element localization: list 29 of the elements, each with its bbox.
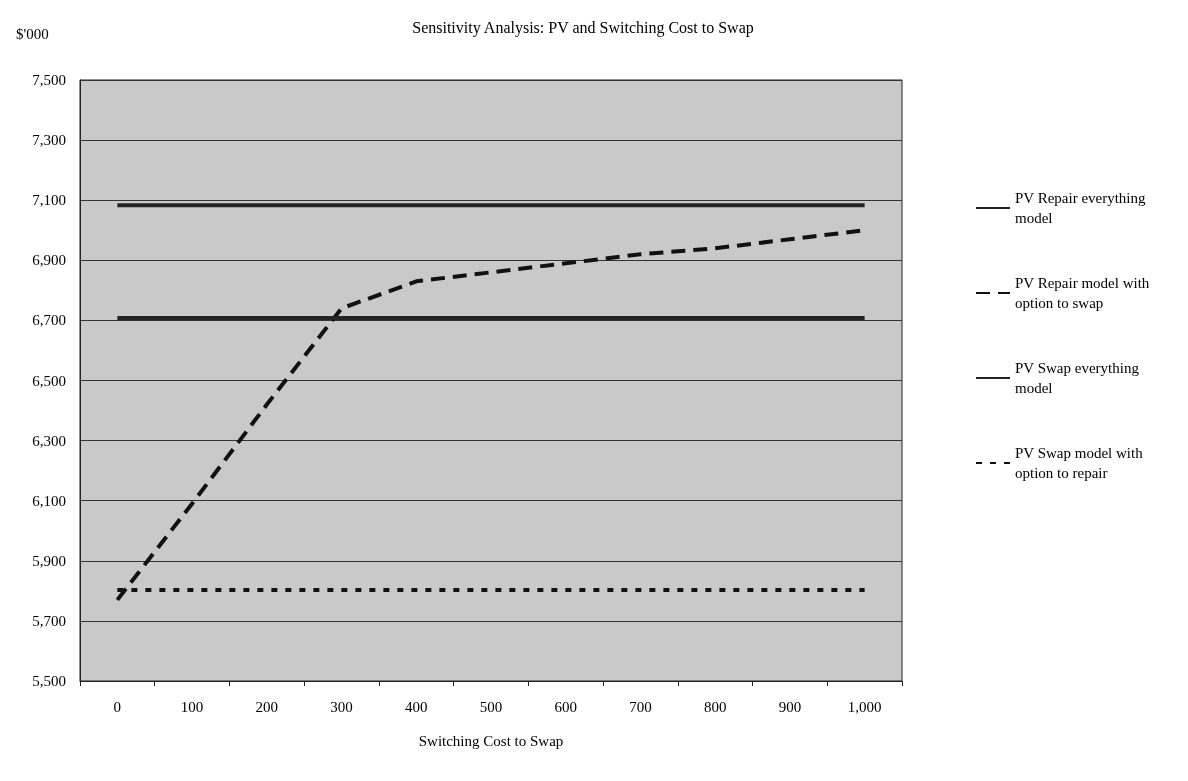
y-tick-label: 5,700 [32, 612, 66, 629]
x-tick-label: 400 [405, 698, 428, 715]
y-tick-label: 7,500 [32, 72, 66, 88]
y-tick-label: 5,900 [32, 552, 66, 569]
x-tick-label: 0 [113, 698, 122, 715]
y-tick-label: 5,500 [32, 673, 66, 689]
legend-label: PV Repair model with option to swap [1015, 275, 1154, 311]
x-tick-label: 300 [330, 698, 353, 715]
x-tick-label: 600 [554, 698, 577, 715]
y-tick-label: 7,300 [32, 132, 66, 149]
legend-label: PV Swap model with option to repair [1015, 445, 1147, 481]
x-tick-label: 100 [180, 698, 204, 715]
x-tick-label: 1,000 [847, 698, 882, 715]
x-tick-label: 700 [629, 698, 652, 715]
y-tick-label: 6,900 [32, 252, 66, 269]
y-tick-label: 6,300 [32, 432, 66, 449]
x-tick-label: 200 [255, 698, 279, 715]
y-tick-label: 6,100 [32, 492, 66, 509]
y-tick-label: 6,500 [32, 372, 66, 389]
chart-title: Sensitivity Analysis: PV and Switching Cost to Swap [412, 18, 754, 37]
y-tick-label: 7,100 [32, 192, 66, 209]
y-axis-title: $'000 [16, 25, 49, 42]
y-tick-label: 6,700 [32, 312, 66, 329]
x-tick-label: 900 [778, 698, 802, 715]
legend-label: PV Repair everything model [1015, 190, 1150, 226]
legend-label: PV Swap everything model [1015, 360, 1143, 396]
x-tick-label: 500 [479, 698, 503, 715]
x-tick-label: 800 [703, 698, 727, 715]
x-axis-title: Switching Cost to Swap [418, 732, 564, 749]
